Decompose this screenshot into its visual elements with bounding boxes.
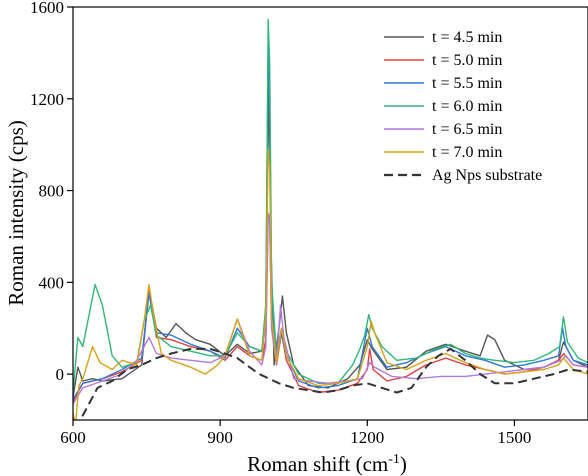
x-tick-label: 600 [60,428,86,447]
series-line-1 [73,75,588,398]
legend-label-1: t = 4.5 min [432,29,502,46]
y-tick-label: 800 [39,182,65,201]
y-axis-title: Roman intensity (cps) [4,120,28,305]
y-tick-label: 1600 [30,0,64,17]
legend-label-4: t = 6.0 min [432,98,502,115]
x-axis-title-superscript: -1 [388,452,400,467]
y-tick-label: 1200 [30,90,64,109]
x-axis-title: Roman shift (cm-1) [247,452,407,476]
series-layer [73,18,588,420]
series-line-6 [73,148,588,420]
legend: t = 4.5 min t = 5.0 min t = 5.5 min t = 6.0… [384,29,542,184]
series-line-7 [77,347,588,420]
legend-label-5: t = 6.5 min [432,121,502,138]
plot-frame [72,6,588,421]
series-line-3 [73,40,588,400]
series-line-5 [73,212,588,405]
x-tick-label: 1500 [497,428,531,447]
tick-layer: 600 900 1200 1500 0 400 800 1200 1600 [30,0,531,447]
legend-label-2: t = 5.0 min [432,52,502,69]
legend-label-7: Ag Nps substrate [432,167,542,184]
legend-label-6: t = 7.0 min [432,144,502,161]
x-tick-label: 1200 [350,428,384,447]
y-tick-label: 400 [39,273,65,292]
series-line-4 [73,18,588,393]
x-tick-label: 900 [207,428,233,447]
y-tick-label: 0 [56,365,65,384]
legend-label-3: t = 5.5 min [432,75,502,92]
